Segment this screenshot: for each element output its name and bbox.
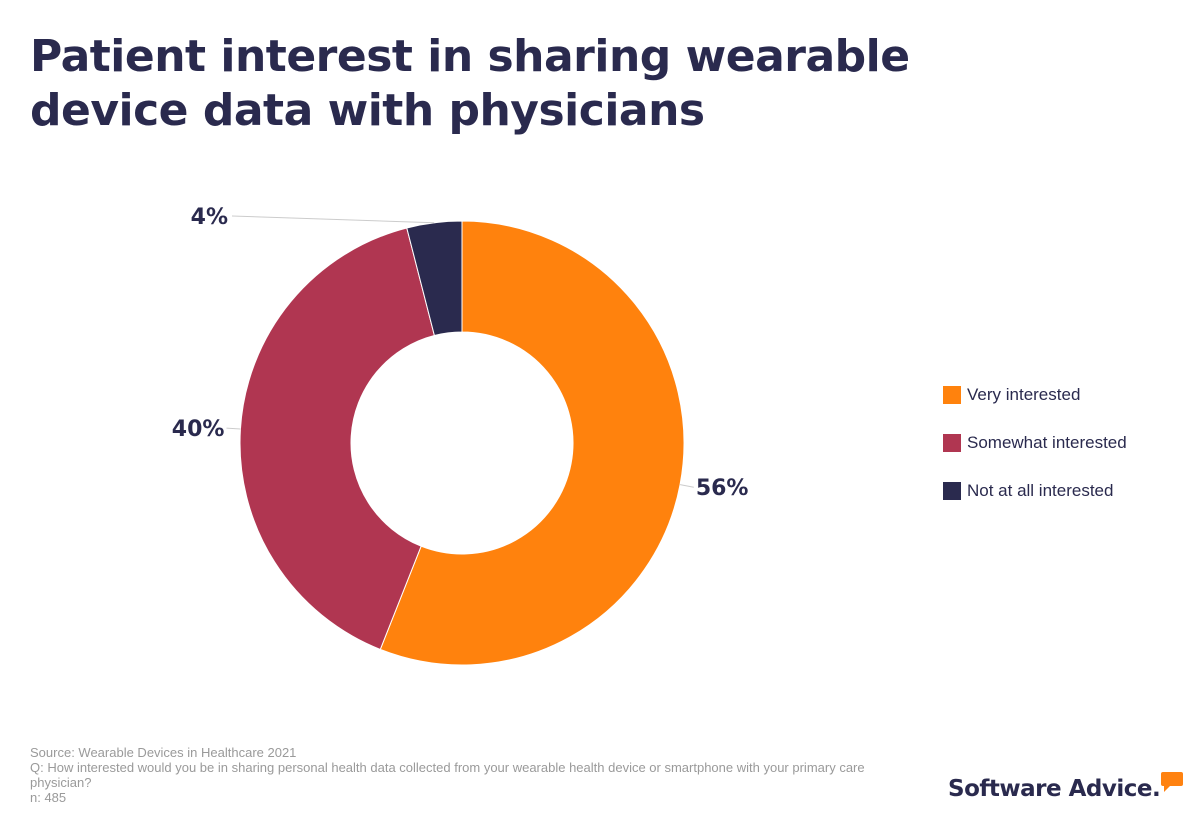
question-note: Q: How interested would you be in sharin… <box>30 760 865 790</box>
leader-line-somewhat-interested <box>226 427 241 430</box>
donut-chart: 56% 40% 4% <box>172 205 749 666</box>
sample-size-note: n: 485 <box>30 790 67 805</box>
donut-slices <box>239 220 685 666</box>
leader-line-not-at-all-interested <box>231 215 435 224</box>
legend-label: Not at all interested <box>967 481 1114 500</box>
brand-logo: Software Advice. <box>948 772 1184 806</box>
leader-lines <box>226 215 694 488</box>
legend-item-not-at-all-interested: Not at all interested <box>943 480 1127 502</box>
legend-swatch <box>943 482 961 500</box>
legend-item-very-interested: Very interested <box>943 384 1127 406</box>
legend-label: Somewhat interested <box>967 433 1127 452</box>
source-note: Source: Wearable Devices in Healthcare 2… <box>30 745 297 760</box>
brand-logo-text: Software Advice. <box>948 776 1161 802</box>
leader-line-very-interested <box>679 484 694 488</box>
slice-very-interested <box>379 220 685 666</box>
chart-title: Patient interest in sharing wearable dev… <box>30 31 910 136</box>
slice-label-very-interested: 56% <box>696 476 749 501</box>
chart-footer: Source: Wearable Devices in Healthcare 2… <box>30 745 870 805</box>
slice-not-at-all-interested <box>406 220 463 337</box>
legend-item-somewhat-interested: Somewhat interested <box>943 432 1127 454</box>
legend: Very interested Somewhat interested Not at… <box>943 384 1127 528</box>
slice-somewhat-interested <box>239 227 436 651</box>
legend-label: Very interested <box>967 385 1081 404</box>
legend-swatch <box>943 434 961 452</box>
speech-bubble-icon <box>1161 772 1184 792</box>
legend-swatch <box>943 386 961 404</box>
slice-labels: 56% 40% 4% <box>172 205 749 501</box>
slice-label-not-at-all-interested: 4% <box>191 205 228 230</box>
slice-label-somewhat-interested: 40% <box>172 417 225 442</box>
